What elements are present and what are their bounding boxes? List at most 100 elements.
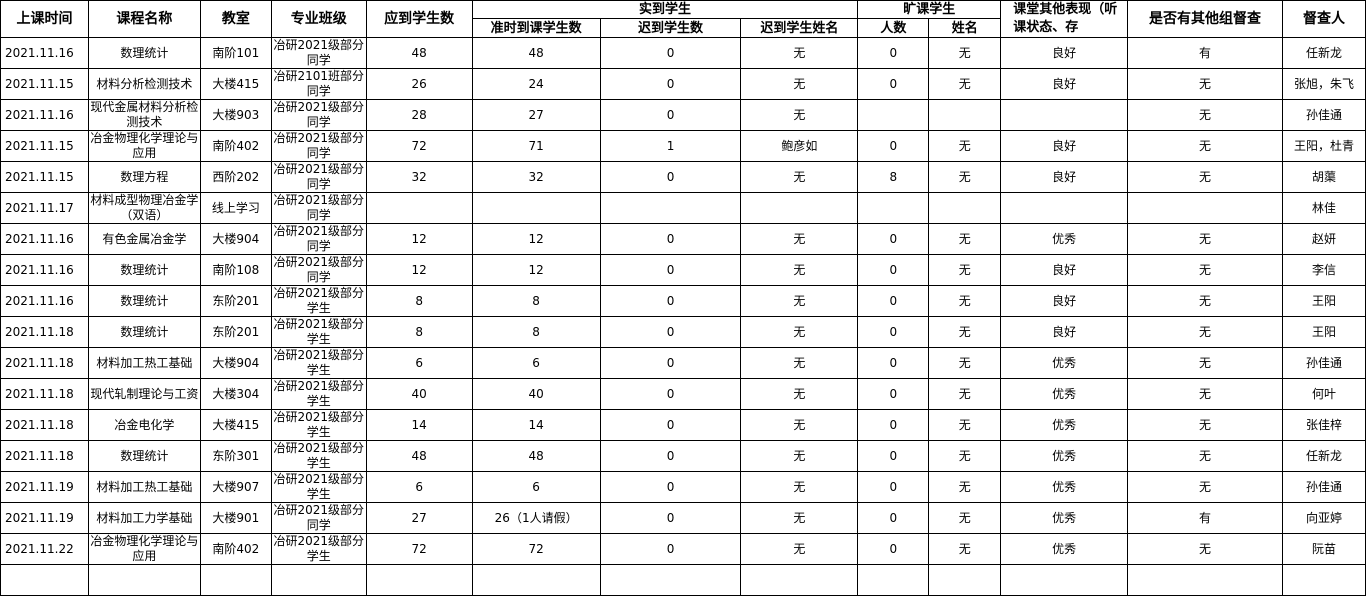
cell-class[interactable]: 冶研2021级部分同学 [270,254,367,286]
header-room[interactable]: 教室 [199,0,272,38]
cell-expected[interactable]: 72 [365,533,473,565]
cell-absent-names[interactable] [928,99,1002,131]
cell-performance[interactable]: 良好 [1000,316,1129,348]
cell-inspector[interactable]: 孙佳通 [1281,471,1366,503]
cell-class[interactable]: 冶研2021级部分学生 [270,471,367,503]
cell-absent-names[interactable]: 无 [928,378,1002,410]
cell-other-group[interactable]: 无 [1127,409,1283,441]
cell-empty[interactable] [740,564,859,596]
cell-date[interactable]: 2021.11.18 [0,316,89,348]
cell-late-names[interactable] [740,192,859,224]
cell-room[interactable]: 南阶101 [199,37,272,69]
cell-course[interactable]: 数理方程 [87,161,201,193]
cell-late-names[interactable]: 无 [740,471,859,503]
cell-absent-names[interactable]: 无 [928,440,1002,472]
cell-expected[interactable]: 28 [365,99,473,131]
cell-late-names[interactable]: 鲍彦如 [740,130,859,162]
cell-room[interactable]: 大楼907 [199,471,272,503]
cell-class[interactable]: 冶研2021级部分同学 [270,192,367,224]
cell-performance[interactable]: 优秀 [1000,440,1129,472]
cell-absent-count[interactable] [857,192,930,224]
cell-on-time[interactable]: 12 [471,223,601,255]
cell-other-group[interactable]: 无 [1127,68,1283,100]
cell-absent-count[interactable]: 0 [857,533,930,565]
cell-late-count[interactable]: 0 [599,161,742,193]
cell-late-count[interactable]: 0 [599,68,742,100]
cell-class[interactable]: 冶研2021级部分学生 [270,440,367,472]
cell-other-group[interactable]: 无 [1127,130,1283,162]
cell-course[interactable]: 数理统计 [87,37,201,69]
cell-inspector[interactable]: 孙佳通 [1281,99,1366,131]
cell-late-names[interactable]: 无 [740,409,859,441]
cell-inspector[interactable]: 张佳梓 [1281,409,1366,441]
cell-inspector[interactable]: 王阳 [1281,285,1366,317]
cell-absent-names[interactable]: 无 [928,37,1002,69]
cell-room[interactable]: 东阶201 [199,316,272,348]
cell-course[interactable]: 数理统计 [87,285,201,317]
cell-late-count[interactable]: 0 [599,99,742,131]
cell-late-names[interactable]: 无 [740,533,859,565]
cell-date[interactable]: 2021.11.18 [0,409,89,441]
cell-expected[interactable]: 72 [365,130,473,162]
cell-on-time[interactable]: 26（1人请假） [471,502,601,534]
cell-late-count[interactable]: 0 [599,502,742,534]
cell-late-names[interactable]: 无 [740,99,859,131]
cell-inspector[interactable]: 何叶 [1281,378,1366,410]
cell-inspector[interactable]: 赵妍 [1281,223,1366,255]
cell-room[interactable]: 大楼415 [199,409,272,441]
cell-late-count[interactable]: 0 [599,409,742,441]
cell-on-time[interactable]: 8 [471,285,601,317]
cell-class[interactable]: 冶研2021级部分学生 [270,409,367,441]
cell-on-time[interactable]: 40 [471,378,601,410]
cell-absent-names[interactable]: 无 [928,347,1002,379]
header-on-time[interactable]: 准时到课学生数 [471,18,601,38]
cell-course[interactable]: 数理统计 [87,440,201,472]
cell-expected[interactable]: 40 [365,378,473,410]
cell-class[interactable]: 冶研2101班部分同学 [270,68,367,100]
cell-absent-count[interactable]: 0 [857,285,930,317]
cell-room[interactable]: 大楼304 [199,378,272,410]
cell-absent-names[interactable]: 无 [928,223,1002,255]
cell-absent-count[interactable] [857,99,930,131]
cell-room[interactable]: 东阶201 [199,285,272,317]
cell-course[interactable]: 冶金物理化学理论与应用 [87,533,201,565]
cell-date[interactable]: 2021.11.16 [0,285,89,317]
header-date[interactable]: 上课时间 [0,0,89,38]
cell-empty[interactable] [199,564,272,596]
cell-absent-count[interactable]: 0 [857,37,930,69]
cell-on-time[interactable]: 72 [471,533,601,565]
cell-course[interactable]: 材料加工热工基础 [87,347,201,379]
cell-performance[interactable]: 良好 [1000,254,1129,286]
cell-room[interactable]: 大楼901 [199,502,272,534]
cell-other-group[interactable]: 无 [1127,533,1283,565]
cell-date[interactable]: 2021.11.15 [0,130,89,162]
header-other-group[interactable]: 是否有其他组督查 [1127,0,1283,38]
cell-empty[interactable] [1127,564,1283,596]
cell-on-time[interactable]: 12 [471,254,601,286]
cell-class[interactable]: 冶研2021级部分同学 [270,37,367,69]
cell-empty[interactable] [471,564,601,596]
cell-expected[interactable]: 14 [365,409,473,441]
cell-absent-names[interactable]: 无 [928,161,1002,193]
cell-inspector[interactable]: 张旭，朱飞 [1281,68,1366,100]
cell-date[interactable]: 2021.11.16 [0,254,89,286]
cell-inspector[interactable]: 胡蕖 [1281,161,1366,193]
cell-empty[interactable] [87,564,201,596]
cell-on-time[interactable]: 14 [471,409,601,441]
cell-inspector[interactable]: 孙佳通 [1281,347,1366,379]
cell-class[interactable]: 冶研2021级部分学生 [270,378,367,410]
cell-expected[interactable]: 48 [365,37,473,69]
cell-other-group[interactable]: 有 [1127,502,1283,534]
cell-performance[interactable]: 良好 [1000,285,1129,317]
cell-late-count[interactable]: 0 [599,440,742,472]
cell-date[interactable]: 2021.11.17 [0,192,89,224]
cell-inspector[interactable]: 林佳 [1281,192,1366,224]
cell-inspector[interactable]: 向亚婷 [1281,502,1366,534]
cell-room[interactable]: 大楼904 [199,223,272,255]
cell-expected[interactable]: 6 [365,347,473,379]
cell-absent-names[interactable]: 无 [928,533,1002,565]
cell-inspector[interactable]: 阮苗 [1281,533,1366,565]
cell-late-count[interactable] [599,192,742,224]
cell-course[interactable]: 材料加工力学基础 [87,502,201,534]
cell-expected[interactable]: 8 [365,285,473,317]
